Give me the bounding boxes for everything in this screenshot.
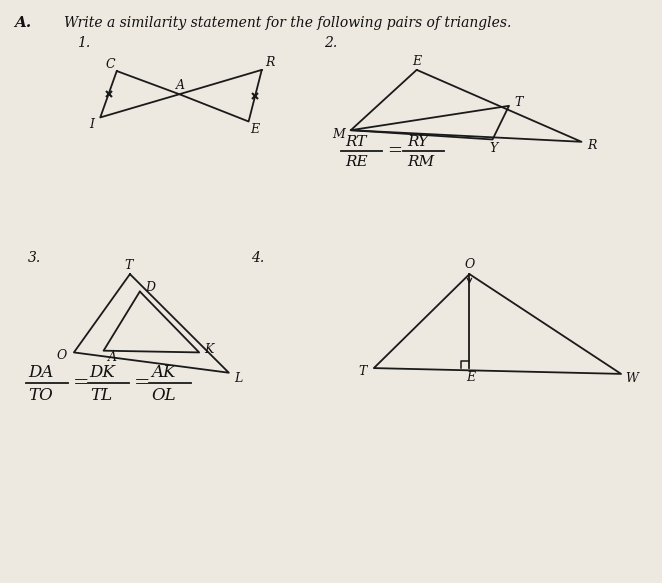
Text: 1.: 1. xyxy=(77,36,91,50)
Text: I: I xyxy=(89,118,94,132)
Text: T: T xyxy=(124,259,133,272)
Text: E: E xyxy=(412,55,421,68)
Text: R: R xyxy=(587,139,596,152)
Text: O: O xyxy=(464,258,475,271)
Text: K: K xyxy=(205,343,214,356)
Text: DK: DK xyxy=(90,364,115,381)
Text: AK: AK xyxy=(151,364,175,381)
Text: E: E xyxy=(466,371,475,384)
Text: A: A xyxy=(108,351,117,364)
Text: A.: A. xyxy=(15,16,32,30)
Text: D: D xyxy=(145,281,155,294)
Text: DA: DA xyxy=(28,364,54,381)
Text: 3.: 3. xyxy=(28,251,41,265)
Text: RE: RE xyxy=(345,154,367,168)
Text: =: = xyxy=(134,374,150,392)
Text: T: T xyxy=(514,96,522,109)
Text: OL: OL xyxy=(151,387,175,403)
Text: Write a similarity statement for the following pairs of triangles.: Write a similarity statement for the fol… xyxy=(64,16,511,30)
Text: RY: RY xyxy=(407,135,428,149)
Text: W: W xyxy=(625,372,638,385)
Text: T: T xyxy=(358,365,367,378)
Text: RM: RM xyxy=(407,154,434,168)
Text: =: = xyxy=(387,142,402,160)
Text: RT: RT xyxy=(345,135,366,149)
Text: L: L xyxy=(234,372,242,385)
Text: M: M xyxy=(332,128,346,141)
Text: 2.: 2. xyxy=(324,36,338,50)
Text: A: A xyxy=(176,79,185,92)
Text: =: = xyxy=(73,374,89,392)
Text: TO: TO xyxy=(28,387,53,403)
Text: O: O xyxy=(57,349,67,362)
Text: TL: TL xyxy=(90,387,112,403)
Text: E: E xyxy=(251,122,260,135)
Text: 4.: 4. xyxy=(251,251,264,265)
Text: Y: Y xyxy=(490,142,498,154)
Text: R: R xyxy=(265,57,274,69)
Text: C: C xyxy=(105,58,115,71)
